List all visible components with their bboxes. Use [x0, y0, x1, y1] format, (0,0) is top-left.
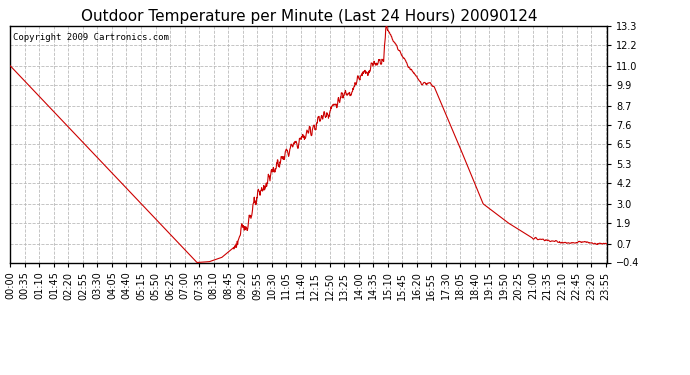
Text: Copyright 2009 Cartronics.com: Copyright 2009 Cartronics.com — [13, 33, 169, 42]
Title: Outdoor Temperature per Minute (Last 24 Hours) 20090124: Outdoor Temperature per Minute (Last 24 … — [81, 9, 537, 24]
